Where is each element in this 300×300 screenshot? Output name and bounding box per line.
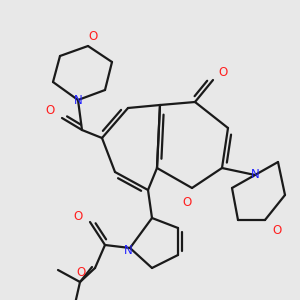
Text: N: N bbox=[250, 169, 260, 182]
Text: O: O bbox=[88, 29, 98, 43]
Text: O: O bbox=[182, 196, 192, 208]
Text: N: N bbox=[124, 244, 132, 256]
Text: O: O bbox=[218, 65, 228, 79]
Text: O: O bbox=[45, 103, 55, 116]
Text: N: N bbox=[74, 94, 82, 106]
Text: O: O bbox=[272, 224, 282, 236]
Text: O: O bbox=[74, 209, 82, 223]
Text: O: O bbox=[76, 266, 85, 278]
